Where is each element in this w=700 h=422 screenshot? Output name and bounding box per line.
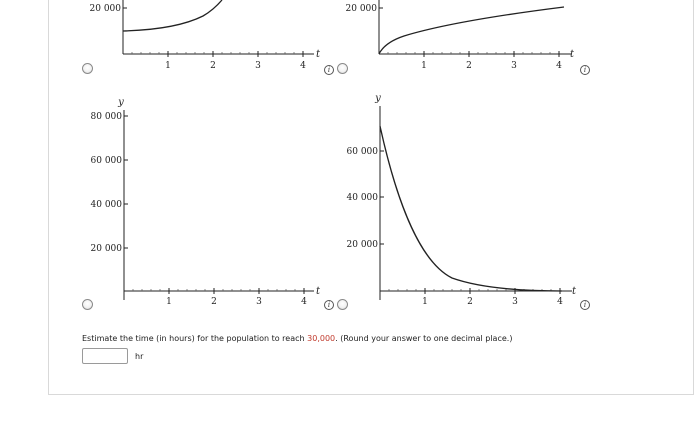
x-tick-label: 2 xyxy=(210,61,216,71)
x-tick-label: 2 xyxy=(211,297,217,307)
x-tick-label: 1 xyxy=(421,61,427,71)
choice-radio-a[interactable] xyxy=(82,63,93,74)
question-suffix: . (Round your answer to one decimal plac… xyxy=(335,334,513,343)
y-axis-label: y xyxy=(374,93,381,104)
graph-d: y 60 000 40 000 20 000 1 2 3 4 t xyxy=(347,93,578,307)
x-axis-label: t xyxy=(316,49,321,60)
x-major-ticks xyxy=(168,288,305,294)
y-tick-label: 20 000 xyxy=(90,4,122,14)
x-tick-label: 4 xyxy=(556,61,562,71)
x-tick-label: 1 xyxy=(166,297,172,307)
question-prefix: Estimate the time (in hours) for the pop… xyxy=(82,334,308,343)
x-major-ticks xyxy=(424,288,561,294)
y-tick-label: 40 000 xyxy=(347,193,379,203)
x-tick-label: 2 xyxy=(467,297,473,307)
x-tick-label: 4 xyxy=(557,297,563,307)
graph-b: 20 000 1 2 3 4 t xyxy=(346,0,575,71)
info-icon[interactable]: i xyxy=(580,65,590,75)
graph-c: y 80 000 60 000 40 000 20 000 1 2 3 4 t xyxy=(91,97,322,307)
question-highlight: 30,000 xyxy=(307,334,336,343)
x-minor-ticks xyxy=(131,52,295,54)
x-tick-label: 4 xyxy=(301,297,307,307)
x-tick-label: 3 xyxy=(256,297,262,307)
curve xyxy=(378,6,565,55)
choice-radio-c[interactable] xyxy=(82,299,93,310)
x-tick-label: 3 xyxy=(512,297,518,307)
y-tick-label: 40 000 xyxy=(91,200,123,210)
x-axis-label: t xyxy=(570,49,575,60)
y-tick-label: 20 000 xyxy=(91,244,123,254)
info-icon[interactable]: i xyxy=(580,300,590,310)
y-tick-label: 20 000 xyxy=(346,4,378,14)
x-major-ticks xyxy=(167,51,304,57)
question-text: Estimate the time (in hours) for the pop… xyxy=(82,334,512,343)
y-tick-label: 80 000 xyxy=(91,112,123,122)
x-tick-label: 1 xyxy=(422,297,428,307)
curve xyxy=(122,0,223,32)
x-tick-label: 3 xyxy=(511,61,517,71)
curve xyxy=(379,125,563,292)
choice-radio-d[interactable] xyxy=(337,299,348,310)
y-tick-label: 20 000 xyxy=(347,240,379,250)
y-axis-label: y xyxy=(117,97,124,108)
answer-unit: hr xyxy=(135,352,144,361)
y-ticks xyxy=(380,150,384,245)
choice-radio-b[interactable] xyxy=(337,63,348,74)
x-axis-label: t xyxy=(572,286,577,297)
x-minor-ticks xyxy=(132,289,296,291)
graph-a: 20 000 1 2 3 4 t xyxy=(90,0,321,71)
x-tick-label: 1 xyxy=(165,61,171,71)
x-tick-label: 4 xyxy=(300,61,306,71)
y-tick-label: 60 000 xyxy=(347,147,379,157)
answer-input[interactable] xyxy=(82,348,128,364)
x-axis-label: t xyxy=(316,286,321,297)
x-tick-label: 2 xyxy=(466,61,472,71)
y-ticks xyxy=(124,115,128,249)
x-minor-ticks xyxy=(387,52,551,54)
x-major-ticks xyxy=(423,51,560,57)
x-tick-label: 3 xyxy=(255,61,261,71)
y-tick-label: 60 000 xyxy=(91,156,123,166)
info-icon[interactable]: i xyxy=(324,300,334,310)
info-icon[interactable]: i xyxy=(324,65,334,75)
